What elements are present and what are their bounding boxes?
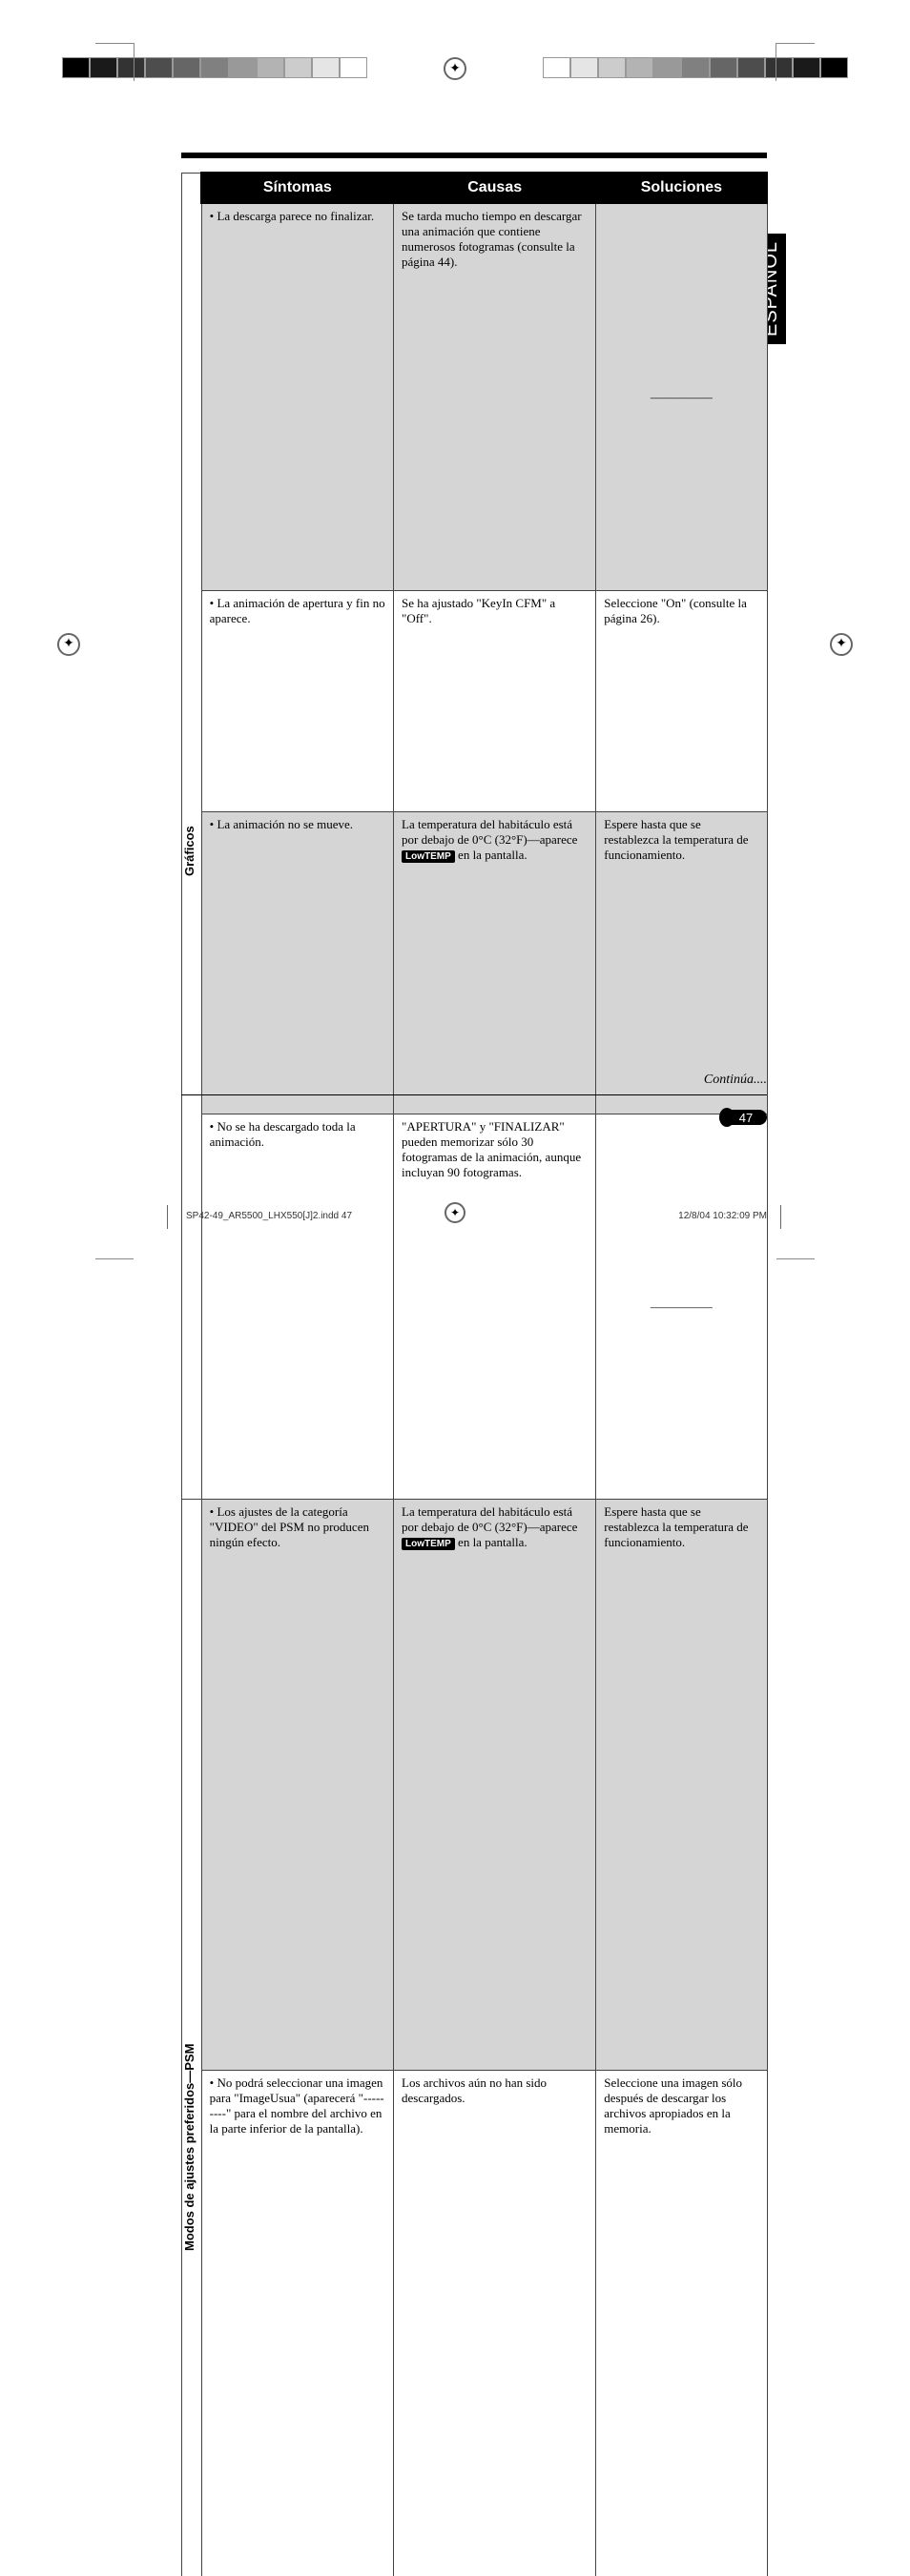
crosshair-icon: ✦ (444, 57, 466, 80)
continued-label: Continúa.... (704, 1073, 767, 1088)
footer-timestamp: 12/8/04 10:32:09 PM (678, 1211, 767, 1221)
solution-cell: ————— (596, 1114, 767, 1500)
svg-text:47: 47 (739, 1111, 753, 1125)
gradient-bar-left (62, 57, 367, 78)
solution-cell: Espere hasta que se restablezca la tempe… (596, 811, 767, 1114)
symptom-cell: • No podrá seleccionar una imagen para "… (201, 2070, 393, 2576)
crop-mark (167, 1205, 168, 1229)
crop-mark (95, 43, 134, 44)
print-registration-top: ✦ (0, 57, 910, 95)
cause-cell: Se ha ajustado "KeyIn CFM" a "Off". (394, 591, 596, 812)
solution-cell: Seleccione una imagen sólo después de de… (596, 2070, 767, 2576)
cause-cell: "APERTURA" y "FINALIZAR" pueden memoriza… (394, 1114, 596, 1500)
footer-rule (181, 1094, 767, 1095)
cause-cell: Se tarda mucho tiempo en descargar una a… (394, 203, 596, 591)
cause-cell: La temperatura del habitáculo está por d… (394, 811, 596, 1114)
symptom-cell: • Los ajustes de la categoría "VIDEO" de… (201, 1500, 393, 2071)
crop-mark (776, 43, 815, 44)
troubleshooting-table: Síntomas Causas Soluciones Gráficos • La… (181, 172, 768, 2576)
page-number-badge: 47 (719, 1106, 767, 1129)
crosshair-icon: ✦ (445, 1202, 465, 1223)
col-soluciones: Soluciones (596, 173, 767, 203)
symptom-cell: • La animación no se mueve. (201, 811, 393, 1114)
lowtemp-badge: LowTEMP (402, 850, 455, 863)
crop-mark (780, 1205, 781, 1229)
cause-cell: Los archivos aún no han sido descargados… (394, 2070, 596, 2576)
crop-mark (776, 1258, 815, 1259)
gradient-bar-right (543, 57, 848, 78)
header-rule (181, 153, 767, 158)
solution-cell: Seleccione "On" (consulte la página 26). (596, 591, 767, 812)
col-sintomas: Síntomas (201, 173, 393, 203)
col-causas: Causas (394, 173, 596, 203)
symptom-cell: • La animación de apertura y fin no apar… (201, 591, 393, 812)
lowtemp-badge: LowTEMP (402, 1538, 455, 1550)
footer-filename: SP42-49_AR5500_LHX550[J]2.indd 47 (186, 1211, 352, 1221)
section-psm: Modos de ajustes preferidos—PSM (182, 1500, 196, 2576)
section-graficos: Gráficos (182, 203, 196, 1499)
crop-mark (95, 1258, 134, 1259)
crosshair-icon: ✦ (57, 633, 80, 656)
solution-cell: ————— (596, 203, 767, 591)
symptom-cell: • No se ha descargado toda la animación. (201, 1114, 393, 1500)
cause-cell: La temperatura del habitáculo está por d… (394, 1500, 596, 2071)
solution-cell: Espere hasta que se restablezca la tempe… (596, 1500, 767, 2071)
crosshair-icon: ✦ (830, 633, 853, 656)
symptom-cell: • La descarga parece no finalizar. (201, 203, 393, 591)
